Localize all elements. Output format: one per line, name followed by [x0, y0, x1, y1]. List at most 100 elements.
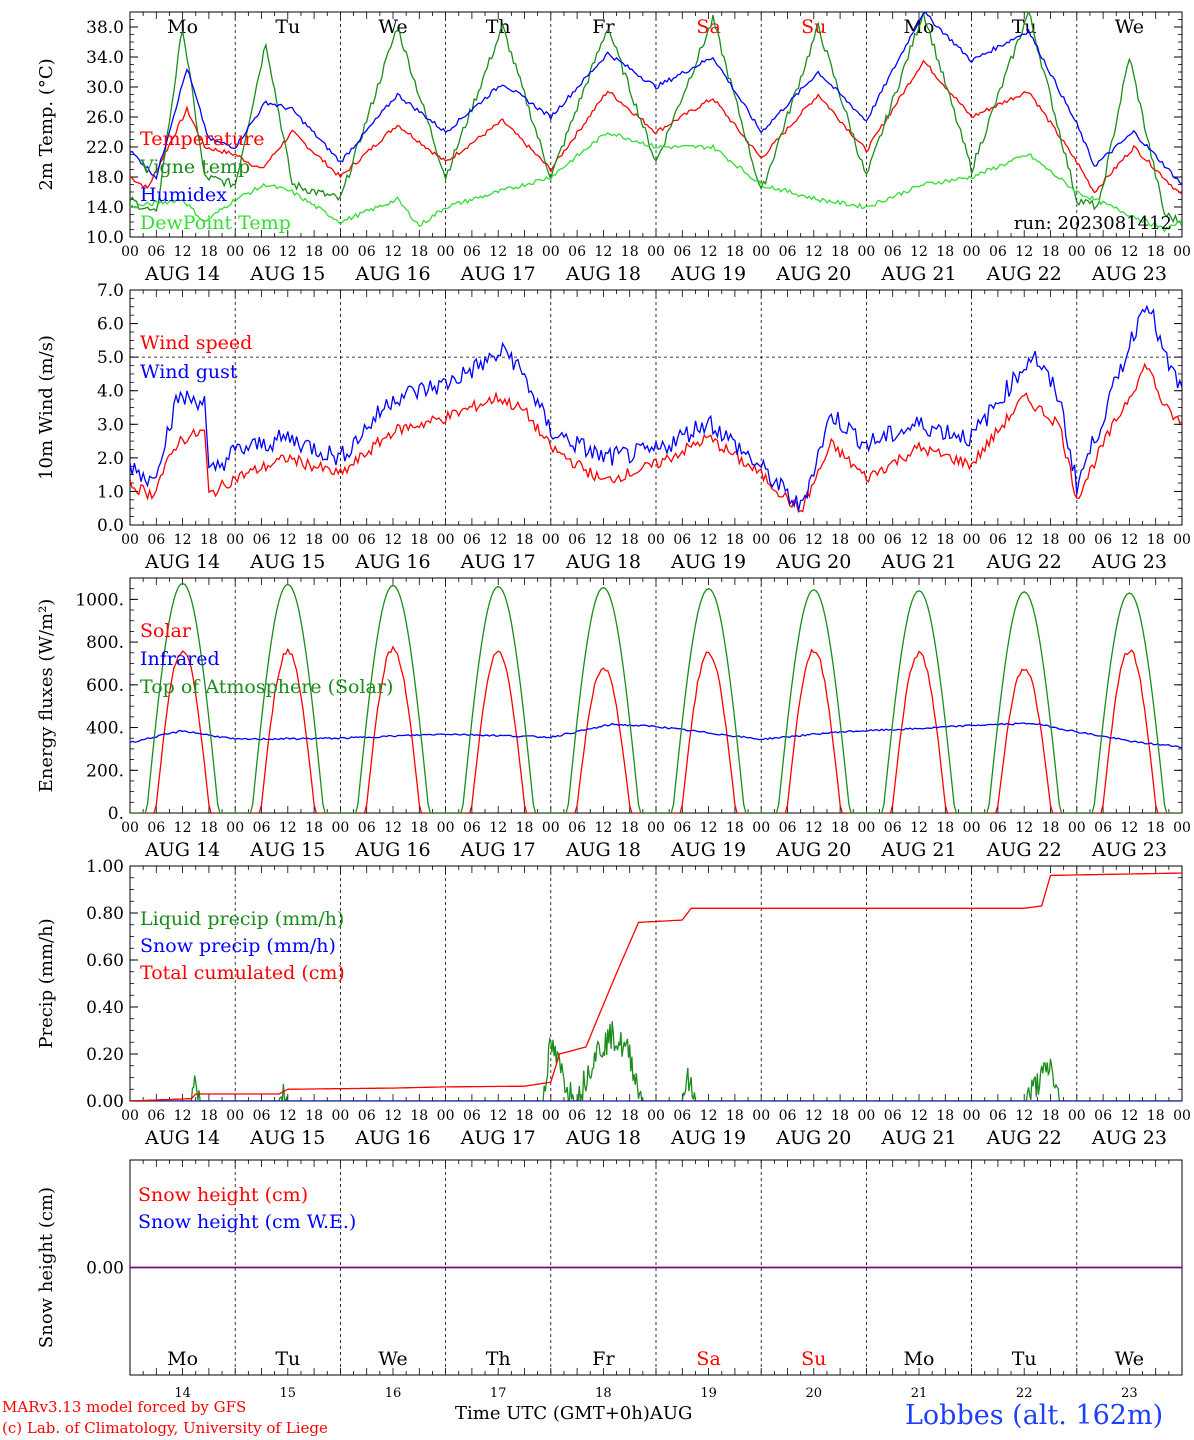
- hour-tick-label: 00: [121, 532, 139, 548]
- hour-tick-label: 12: [1120, 244, 1138, 260]
- hour-tick-label: 00: [857, 820, 875, 836]
- hour-tick-label: 00: [1068, 532, 1086, 548]
- date-label: AUG 17: [460, 839, 536, 861]
- y-tick-label: 0.20: [86, 1045, 124, 1065]
- weekday-label: We: [1115, 1348, 1144, 1370]
- hour-tick-label: 00: [437, 532, 455, 548]
- date-label: AUG 17: [460, 1127, 536, 1149]
- hour-tick-label: 00: [121, 244, 139, 260]
- series-line: [130, 12, 1182, 185]
- hour-tick-label: 18: [200, 532, 218, 548]
- legend-entry: Total cumulated (cm): [140, 962, 345, 984]
- y-tick-label: 0.0: [97, 516, 124, 536]
- weekday-label: Sa: [696, 1348, 720, 1370]
- date-label: AUG 15: [249, 1127, 325, 1149]
- series-line: [130, 582, 1182, 813]
- hour-tick-label: 00: [331, 244, 349, 260]
- hour-tick-label: 06: [884, 820, 902, 836]
- date-label: AUG 22: [986, 1127, 1062, 1149]
- y-tick-label: 1.0: [97, 482, 124, 502]
- hour-tick-label: 18: [936, 820, 954, 836]
- hour-tick-label: 00: [226, 1108, 244, 1124]
- meteogram: 10.0 14.0 18.0 22.0 26.0 30.0 34.0 38.0 2m Temp.…: [36, 11, 1191, 1400]
- hour-tick-label: 06: [253, 1108, 271, 1124]
- legend-entry: Vigne temp: [139, 156, 250, 178]
- hour-tick-label: 00: [226, 244, 244, 260]
- weekday-label: Fr: [592, 16, 615, 38]
- y-tick-label: 7.0: [97, 281, 124, 301]
- date-label: AUG 22: [986, 263, 1062, 285]
- hour-tick-label: 00: [857, 532, 875, 548]
- date-label: AUG 14: [144, 839, 220, 861]
- hour-tick-label: 12: [594, 820, 612, 836]
- y-tick-label: 5.0: [97, 348, 124, 368]
- date-label: AUG 14: [144, 263, 220, 285]
- hour-tick-label: 06: [358, 244, 376, 260]
- y-tick-label: 3.0: [97, 415, 124, 435]
- y-tick-label: 0.80: [86, 904, 124, 924]
- weekday-label: Mo: [904, 1348, 935, 1370]
- date-label: AUG 15: [249, 551, 325, 573]
- hour-tick-label: 18: [1042, 532, 1060, 548]
- date-label: AUG 19: [670, 263, 746, 285]
- hour-tick-label: 00: [963, 820, 981, 836]
- weekday-label: Tu: [275, 16, 300, 38]
- hour-tick-label: 12: [174, 1108, 192, 1124]
- hour-tick-label: 06: [463, 532, 481, 548]
- y-tick-label: 18.0: [86, 168, 124, 188]
- y-axis-label: 2m Temp. (°C): [36, 58, 57, 190]
- hour-tick-label: 18: [936, 532, 954, 548]
- panel-frame: [129, 11, 1183, 238]
- date-label: AUG 23: [1091, 1127, 1167, 1149]
- weekday-label: Su: [801, 16, 826, 38]
- hour-tick-label: 18: [621, 820, 639, 836]
- hour-tick-label: 12: [594, 1108, 612, 1124]
- day-number: 22: [1016, 1386, 1033, 1400]
- legend-entry: Infrared: [140, 648, 220, 670]
- hour-tick-label: 12: [384, 820, 402, 836]
- date-label: AUG 20: [775, 263, 851, 285]
- y-tick-label: 14.0: [86, 198, 124, 218]
- weekday-label: Fr: [592, 1348, 615, 1370]
- hour-tick-label: 18: [831, 1108, 849, 1124]
- date-label: AUG 17: [460, 551, 536, 573]
- day-number: 16: [385, 1386, 402, 1400]
- hour-tick-label: 12: [279, 532, 297, 548]
- date-label: AUG 16: [354, 551, 430, 573]
- hour-tick-label: 12: [489, 244, 507, 260]
- weekday-label: Mo: [167, 1348, 198, 1370]
- weekday-label: Sa: [696, 16, 720, 38]
- date-label: AUG 19: [670, 551, 746, 573]
- hour-tick-label: 18: [621, 1108, 639, 1124]
- legend-entry: Wind gust: [140, 361, 238, 383]
- hour-tick-label: 18: [726, 532, 744, 548]
- hour-tick-label: 00: [857, 244, 875, 260]
- hour-tick-label: 00: [963, 1108, 981, 1124]
- series-line: [130, 59, 1182, 195]
- hour-tick-label: 18: [410, 532, 428, 548]
- series-line: [130, 722, 1182, 749]
- hour-tick-label: 12: [279, 244, 297, 260]
- hour-tick-label: 06: [673, 532, 691, 548]
- date-label: AUG 18: [565, 551, 641, 573]
- hour-tick-label: 06: [147, 244, 165, 260]
- day-number: 14: [174, 1386, 191, 1400]
- y-axis-label: 10m Wind (m/s): [36, 335, 57, 480]
- hour-tick-label: 06: [253, 820, 271, 836]
- date-label: AUG 23: [1091, 263, 1167, 285]
- y-axis-label: Precip (mm/h): [36, 918, 57, 1048]
- hour-tick-label: 18: [1147, 820, 1165, 836]
- y-axis-label: Snow height (cm): [36, 1187, 57, 1348]
- hour-tick-label: 00: [647, 1108, 665, 1124]
- hour-tick-label: 00: [331, 820, 349, 836]
- hour-tick-label: 12: [1120, 532, 1138, 548]
- hour-tick-label: 18: [621, 532, 639, 548]
- date-label: AUG 15: [249, 263, 325, 285]
- hour-tick-label: 00: [542, 1108, 560, 1124]
- y-tick-label: 4.0: [97, 382, 124, 402]
- hour-tick-label: 18: [831, 532, 849, 548]
- hour-tick-label: 00: [752, 532, 770, 548]
- series-line: [130, 645, 1182, 813]
- hour-tick-label: 06: [673, 820, 691, 836]
- legend-entry: Solar: [140, 620, 192, 642]
